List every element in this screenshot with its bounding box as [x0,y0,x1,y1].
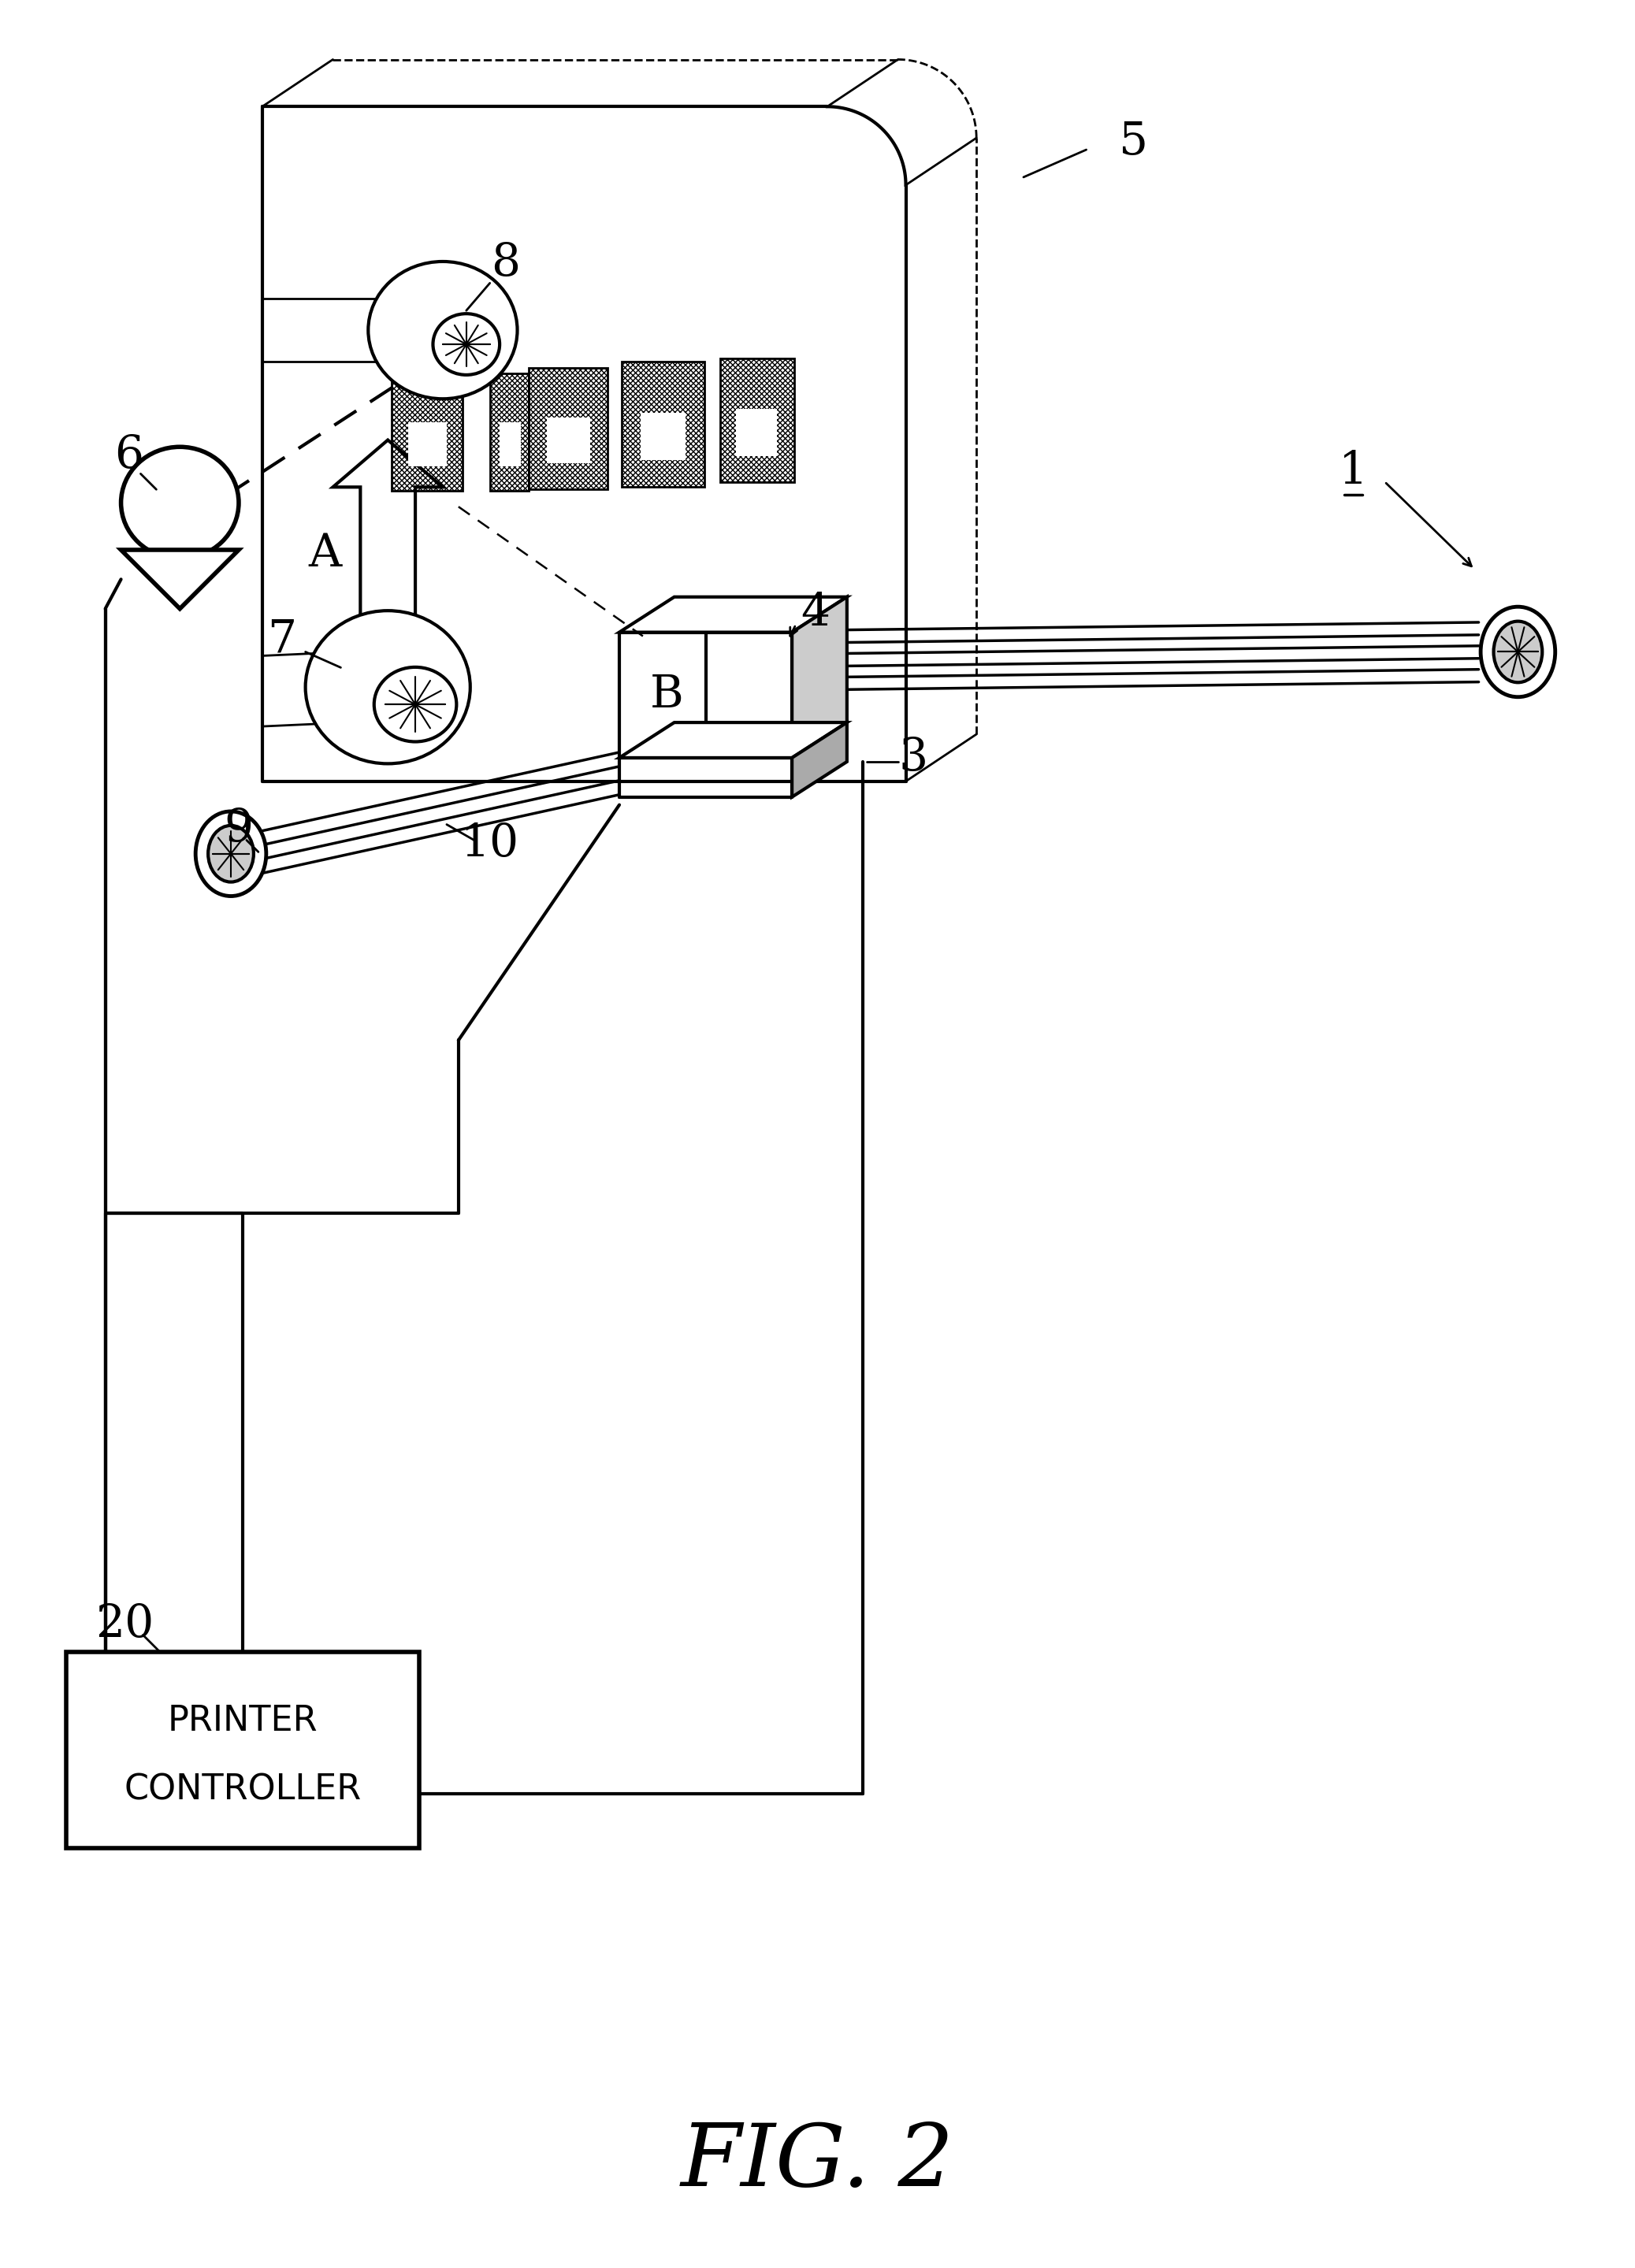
Bar [736,408,777,456]
Bar [499,422,522,467]
Ellipse shape [306,610,471,764]
Polygon shape [121,549,239,608]
Bar [719,358,795,483]
Text: 5: 5 [1118,120,1148,163]
Polygon shape [791,723,847,796]
Ellipse shape [208,826,253,882]
Ellipse shape [1481,608,1555,696]
Bar [641,413,685,460]
Bar [548,417,590,463]
Text: CONTROLLER: CONTROLLER [124,1774,361,1808]
Bar [392,374,463,490]
Text: A: A [309,531,342,576]
Text: 7: 7 [267,619,296,662]
Polygon shape [334,440,443,617]
Polygon shape [620,723,847,758]
Text: 1: 1 [1339,449,1368,494]
Ellipse shape [196,812,267,896]
Bar [490,374,530,490]
Ellipse shape [433,313,500,374]
Ellipse shape [121,447,239,558]
Ellipse shape [1494,621,1542,683]
Ellipse shape [368,261,517,399]
Polygon shape [620,596,847,633]
Text: 9: 9 [224,807,253,850]
Text: PRINTER: PRINTER [167,1703,317,1737]
Text: B: B [649,674,683,717]
Text: 10: 10 [461,821,518,866]
Text: 4: 4 [801,590,831,635]
Text: 6: 6 [114,433,144,479]
Text: 3: 3 [899,735,929,780]
Bar [530,367,608,490]
Text: FIG. 2: FIG. 2 [680,2121,953,2204]
Polygon shape [791,596,847,758]
Bar [409,422,446,467]
Bar [621,361,705,488]
Text: 8: 8 [490,240,520,286]
Ellipse shape [374,667,456,742]
Bar [65,1651,419,1848]
Text: 20: 20 [96,1603,154,1647]
